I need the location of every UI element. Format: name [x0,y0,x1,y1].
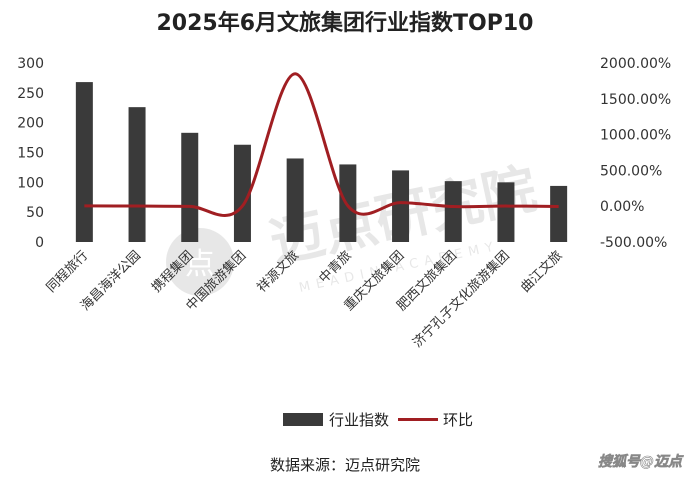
right-tick-label: 0.00% [600,199,644,215]
bar [286,158,304,242]
category-label: 同程旅行 [44,248,91,295]
source-note: 数据来源：迈点研究院 [270,456,420,474]
bar [233,144,251,242]
left-axis: 0 50 100 150 200 250 300 [17,56,44,251]
bar-series [75,82,568,243]
footer-badge: 搜狐号@迈点 [598,453,685,471]
watermark-logo-icon [166,228,234,296]
legend-swatch-bar [283,413,323,426]
chart-title: 2025年6月文旅集团行业指数TOP10 [157,10,534,36]
bar [128,107,146,242]
bar [444,181,462,242]
left-tick-label: 300 [17,56,44,72]
bar [181,132,199,242]
bar [392,170,410,242]
right-axis: -500.00% 0.00% 500.00% 1000.00% 1500.00% 2000… [600,56,671,251]
left-tick-label: 200 [17,116,44,132]
category-label: 曲江文旅 [518,248,565,295]
left-tick-label: 0 [35,235,44,251]
left-tick-label: 100 [17,175,44,191]
bar [339,164,357,242]
footer-badge-text: 搜狐号@迈点 [598,453,684,470]
legend-label-line: 环比 [443,411,473,429]
right-tick-label: 1000.00% [600,128,671,144]
left-tick-label: 150 [17,146,44,162]
left-tick-label: 50 [26,205,44,221]
bar [75,82,93,243]
legend-label-bar: 行业指数 [329,411,389,429]
left-tick-label: 250 [17,86,44,102]
watermark-logo: 点 [185,247,215,282]
legend: 行业指数 环比 [283,411,473,429]
right-tick-label: 500.00% [600,163,662,179]
right-tick-label: 1500.00% [600,92,671,108]
bar [550,185,568,242]
right-tick-label: -500.00% [600,235,667,251]
bar [497,182,515,242]
line-series [84,72,559,217]
right-tick-label: 2000.00% [600,56,671,72]
